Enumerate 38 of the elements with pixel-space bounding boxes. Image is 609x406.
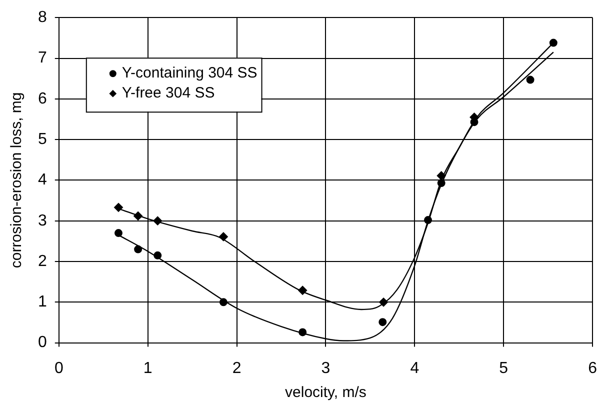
y-tick-label: 3 xyxy=(38,212,47,230)
x-tick-label: 2 xyxy=(232,360,242,377)
y-axis-title: corrosion-erosion loss, mg xyxy=(8,92,26,268)
point xyxy=(436,171,446,180)
point xyxy=(379,298,388,307)
x-tick-label: 3 xyxy=(321,360,330,377)
legend-label: Y-containing 304 SS xyxy=(122,64,258,82)
legend-label: Y-free 304 SS xyxy=(122,84,215,102)
point xyxy=(437,179,446,188)
point xyxy=(114,229,122,238)
point xyxy=(549,38,558,47)
x-tick-label: 1 xyxy=(143,360,152,377)
x-tick-label: 6 xyxy=(588,360,598,377)
y-tick-label: 0 xyxy=(38,334,47,352)
y-tick-label: 4 xyxy=(38,172,47,189)
y-tick-label: 1 xyxy=(38,294,47,311)
point xyxy=(153,216,162,226)
point xyxy=(154,251,162,260)
point xyxy=(219,298,228,306)
y-tick-label: 5 xyxy=(38,130,47,148)
point xyxy=(298,328,307,336)
point xyxy=(424,216,432,224)
point xyxy=(134,245,142,254)
y-tick-label: 8 xyxy=(38,9,47,26)
y-tick-label: 6 xyxy=(38,90,47,108)
point xyxy=(526,76,534,84)
y-tick-label: 7 xyxy=(38,50,47,67)
point xyxy=(470,118,478,126)
point xyxy=(114,202,123,212)
point xyxy=(378,318,387,326)
point xyxy=(298,286,308,295)
x-tick-label: 4 xyxy=(410,360,420,377)
point xyxy=(218,232,228,242)
y-tick-label: 2 xyxy=(38,252,47,270)
x-tick-label: 5 xyxy=(499,360,508,377)
x-tick-label: 0 xyxy=(54,360,64,377)
x-axis-title: velocity, m/s xyxy=(285,384,366,402)
point xyxy=(134,211,143,220)
